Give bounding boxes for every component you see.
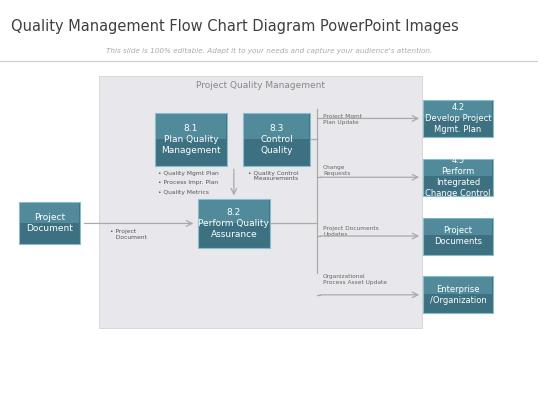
- FancyBboxPatch shape: [100, 76, 422, 328]
- FancyBboxPatch shape: [199, 200, 269, 223]
- Text: 4.5
Perform
Integrated
Change Control: 4.5 Perform Integrated Change Control: [425, 156, 491, 198]
- FancyBboxPatch shape: [423, 100, 493, 137]
- Text: Quality Management Flow Chart Diagram PowerPoint Images: Quality Management Flow Chart Diagram Po…: [11, 19, 459, 34]
- FancyBboxPatch shape: [198, 199, 270, 247]
- FancyBboxPatch shape: [18, 202, 81, 244]
- Text: 8.1
Plan Quality
Management: 8.1 Plan Quality Management: [161, 124, 221, 155]
- FancyBboxPatch shape: [243, 113, 310, 165]
- FancyBboxPatch shape: [424, 218, 492, 235]
- Text: Change
Requests: Change Requests: [323, 165, 351, 176]
- Text: 4.2
Develop Project
Mgmt. Plan: 4.2 Develop Project Mgmt. Plan: [424, 103, 491, 134]
- FancyBboxPatch shape: [156, 114, 226, 139]
- FancyBboxPatch shape: [423, 276, 493, 313]
- Text: 8.3
Control
Quality: 8.3 Control Quality: [260, 124, 293, 155]
- Text: This slide is 100% editable. Adapt it to your needs and capture your audience's : This slide is 100% editable. Adapt it to…: [106, 48, 432, 55]
- FancyBboxPatch shape: [423, 159, 493, 196]
- Text: • Quality Metrics: • Quality Metrics: [157, 190, 208, 195]
- Text: • Process Impr. Plan: • Process Impr. Plan: [157, 180, 218, 185]
- FancyBboxPatch shape: [424, 101, 492, 118]
- Text: • Quality Mgmt Plan: • Quality Mgmt Plan: [157, 171, 218, 176]
- Text: • Project
   Document: • Project Document: [110, 229, 147, 240]
- FancyBboxPatch shape: [155, 113, 227, 165]
- Text: • Quality Control
   Measurements: • Quality Control Measurements: [248, 171, 299, 181]
- Text: Project
Document: Project Document: [26, 213, 73, 234]
- Text: Project Quality Management: Project Quality Management: [196, 81, 325, 89]
- Text: Enterprise
/Organization: Enterprise /Organization: [430, 285, 487, 305]
- FancyBboxPatch shape: [424, 277, 492, 294]
- Text: Project Documents
Updates: Project Documents Updates: [323, 226, 379, 237]
- FancyBboxPatch shape: [423, 218, 493, 255]
- FancyBboxPatch shape: [20, 203, 80, 223]
- Text: Project Mgmt
Plan Update: Project Mgmt Plan Update: [323, 114, 362, 125]
- Text: 8.2
Perform Quality
Assurance: 8.2 Perform Quality Assurance: [198, 208, 269, 239]
- FancyBboxPatch shape: [424, 160, 492, 176]
- Text: Organizational
Process Asset Update: Organizational Process Asset Update: [323, 274, 387, 285]
- FancyBboxPatch shape: [244, 114, 309, 139]
- Text: Project
Documents: Project Documents: [434, 226, 482, 246]
